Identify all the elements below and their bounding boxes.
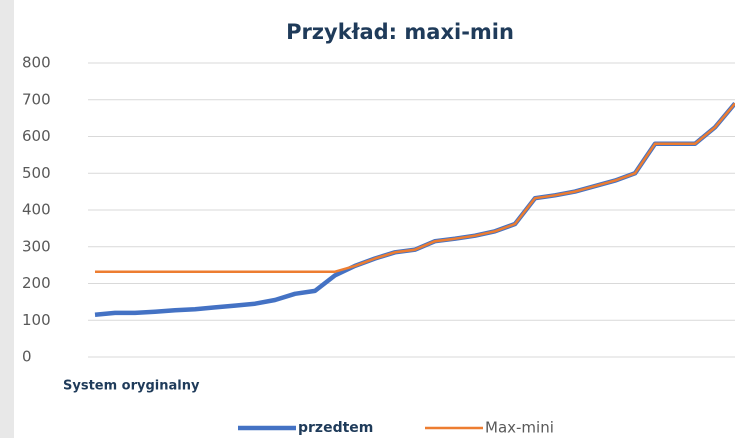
y-tick-label: 100 [22, 311, 51, 329]
series-line [95, 102, 735, 273]
chart-title: Przykład: maxi-min [286, 20, 514, 44]
y-tick-label: 300 [22, 237, 51, 255]
y-tick-label: 200 [22, 274, 51, 292]
side-strip [0, 0, 14, 438]
legend-label: przedtem [298, 420, 373, 436]
legend-label: Max-mini [485, 419, 554, 437]
y-tick-label: 800 [22, 54, 51, 72]
y-tick-label: 700 [22, 90, 51, 108]
x-axis-label: System oryginalny [63, 379, 200, 394]
y-tick-label: 500 [22, 164, 51, 182]
y-tick-label: 600 [22, 127, 51, 145]
y-tick-label: 400 [22, 201, 51, 219]
y-tick-label: 0 [22, 348, 32, 366]
